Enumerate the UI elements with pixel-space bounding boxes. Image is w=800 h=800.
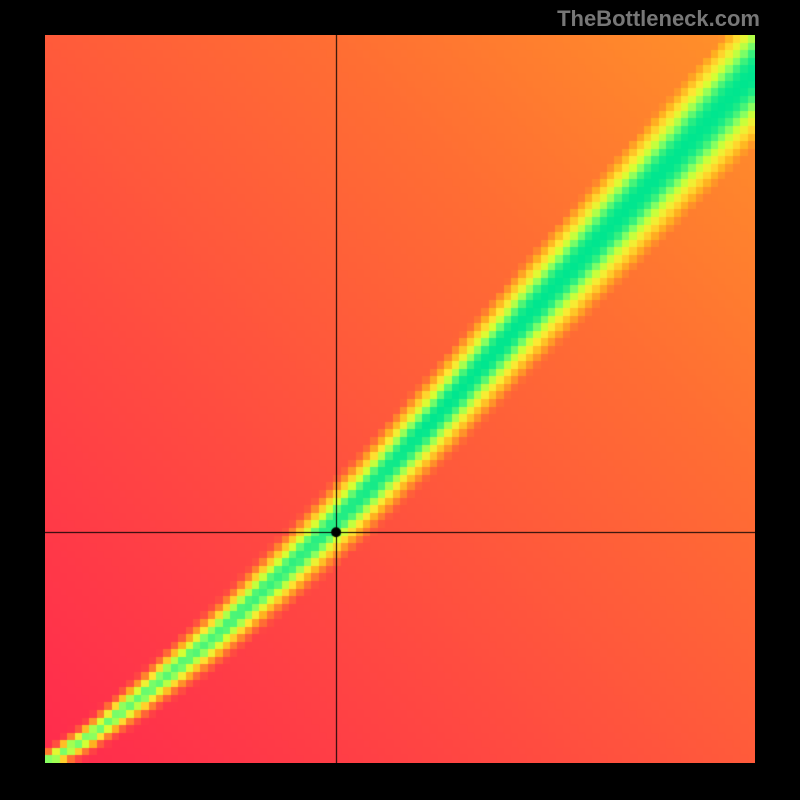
watermark-text: TheBottleneck.com [557, 6, 760, 32]
bottleneck-heatmap [45, 35, 755, 763]
chart-container: { "canvas": { "width_px": 800, "height_p… [0, 0, 800, 800]
